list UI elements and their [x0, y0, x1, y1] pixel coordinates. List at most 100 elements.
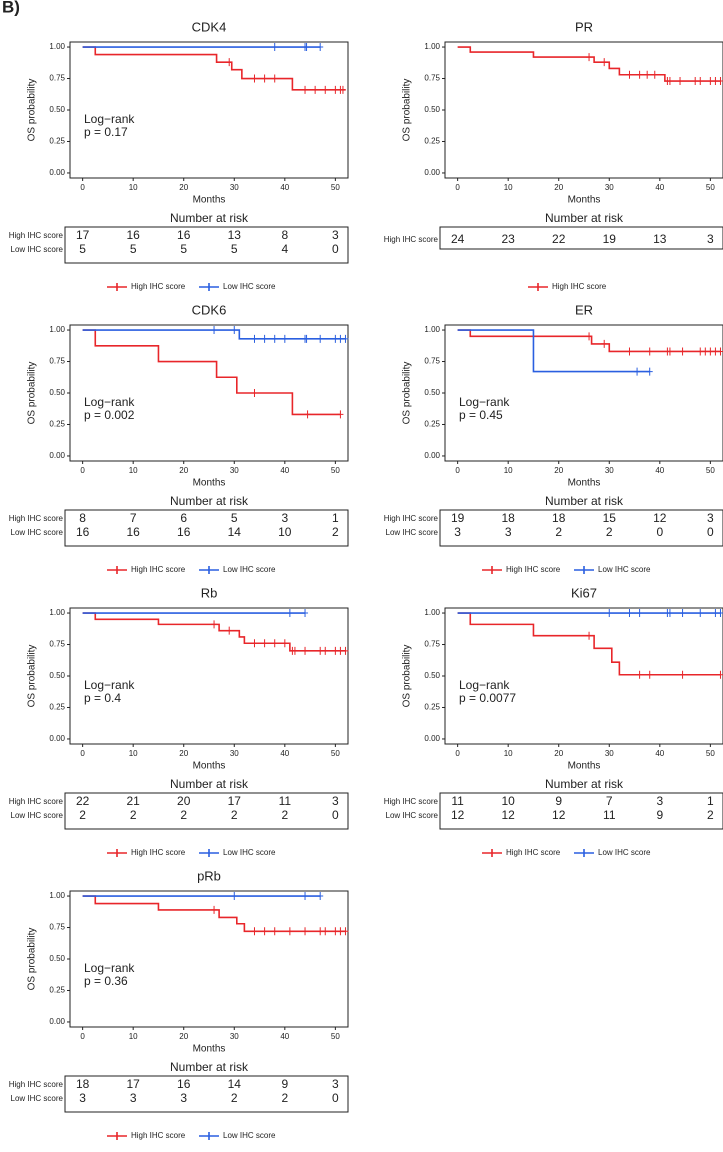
censor-mark: [251, 927, 258, 936]
x-tick-label: 20: [179, 1032, 188, 1041]
censor-mark: [302, 646, 309, 655]
x-tick-label: 50: [331, 466, 340, 475]
censor-mark: [586, 631, 593, 640]
censor-mark: [317, 927, 324, 936]
risk-count: 19: [603, 232, 617, 246]
annotation: Log−rank: [84, 678, 135, 692]
risk-count: 18: [502, 511, 516, 525]
censor-mark: [231, 326, 238, 335]
annotation: p = 0.17: [84, 125, 128, 139]
x-tick-label: 50: [706, 183, 715, 192]
x-tick-label: 10: [504, 183, 513, 192]
censor-mark: [271, 43, 278, 52]
x-tick-label: 0: [80, 183, 85, 192]
chart-title: CDK6: [192, 302, 227, 317]
plot-frame: [69, 41, 349, 179]
legend-label: Low IHC score: [223, 848, 276, 857]
risk-count: 2: [231, 1091, 238, 1105]
risk-table-frame: [64, 226, 349, 264]
x-axis-title: Months: [193, 761, 226, 772]
risk-row-label: Low IHC score: [11, 811, 64, 820]
risk-count: 2: [281, 808, 288, 822]
risk-count: 11: [279, 794, 292, 808]
risk-count: 2: [332, 525, 339, 539]
censor-mark: [636, 609, 643, 618]
x-tick-label: 50: [331, 183, 340, 192]
risk-count: 0: [332, 808, 339, 822]
risk-count: 2: [606, 525, 613, 539]
legend-swatch: [199, 283, 219, 291]
y-tick-label: 0.50: [49, 954, 65, 963]
x-tick-label: 40: [655, 183, 664, 192]
risk-count: 4: [281, 242, 288, 256]
legend-label: Low IHC score: [223, 565, 276, 574]
risk-row-label: High IHC score: [384, 797, 439, 806]
censor-mark: [322, 927, 329, 936]
legend-swatch: [528, 283, 548, 291]
annotation: p = 0.45: [459, 408, 503, 422]
censor-mark: [636, 670, 643, 679]
risk-count: 2: [231, 808, 238, 822]
risk-count: 16: [177, 525, 191, 539]
risk-count: 5: [180, 242, 187, 256]
censor-mark: [332, 927, 339, 936]
plot-frame: [444, 324, 723, 462]
risk-count: 20: [177, 794, 191, 808]
y-tick-label: 0.00: [49, 451, 65, 460]
x-tick-label: 0: [80, 749, 85, 758]
risk-count: 3: [332, 1077, 339, 1091]
censor-mark: [707, 347, 714, 356]
risk-count: 18: [76, 1077, 90, 1091]
y-tick-label: 0.50: [49, 671, 65, 680]
risk-count: 22: [552, 232, 566, 246]
annotation: Log−rank: [459, 678, 510, 692]
legend-label: High IHC score: [506, 848, 561, 857]
risk-count: 3: [656, 794, 663, 808]
annotation: Log−rank: [459, 395, 510, 409]
y-tick-label: 0.50: [424, 105, 440, 114]
annotation: p = 0.36: [84, 974, 128, 988]
censor-mark: [251, 74, 258, 83]
chart-title: ER: [575, 302, 593, 317]
risk-table-title: Number at risk: [545, 777, 624, 791]
risk-count: 16: [127, 228, 141, 242]
x-tick-label: 10: [129, 183, 138, 192]
y-tick-label: 1.00: [49, 325, 65, 334]
censor-mark: [211, 620, 218, 629]
censor-mark: [601, 339, 608, 348]
censor-mark: [337, 927, 344, 936]
legend-swatch: [199, 849, 219, 857]
legend-swatch: [482, 566, 502, 574]
y-axis-title: OS probability: [27, 79, 38, 142]
y-tick-label: 0.75: [49, 74, 65, 83]
risk-count: 9: [281, 1077, 288, 1091]
survival-line: [82, 329, 341, 416]
censor-mark: [717, 347, 723, 356]
x-tick-label: 30: [605, 749, 614, 758]
risk-count: 12: [653, 511, 667, 525]
censor-mark: [702, 347, 709, 356]
y-tick-label: 0.00: [424, 734, 440, 743]
y-tick-label: 0.50: [49, 105, 65, 114]
risk-count: 17: [228, 794, 242, 808]
y-tick-label: 0.25: [424, 703, 440, 712]
survival-line: [457, 612, 721, 676]
legend-label: High IHC score: [131, 282, 186, 291]
y-tick-label: 0.75: [49, 357, 65, 366]
risk-count: 3: [707, 511, 714, 525]
risk-count: 10: [278, 525, 292, 539]
plot-frame: [444, 41, 723, 179]
x-axis-title: Months: [193, 1044, 226, 1055]
y-tick-label: 0.25: [424, 137, 440, 146]
censor-mark: [707, 77, 714, 86]
x-tick-label: 10: [129, 466, 138, 475]
y-tick-label: 1.00: [424, 325, 440, 334]
y-axis-title: OS probability: [402, 79, 413, 142]
legend-label: Low IHC score: [598, 565, 651, 574]
risk-count: 3: [505, 525, 512, 539]
censor-mark: [261, 74, 268, 83]
y-tick-label: 0.50: [49, 388, 65, 397]
censor-mark: [302, 892, 309, 901]
risk-count: 3: [454, 525, 461, 539]
risk-count: 2: [281, 1091, 288, 1105]
